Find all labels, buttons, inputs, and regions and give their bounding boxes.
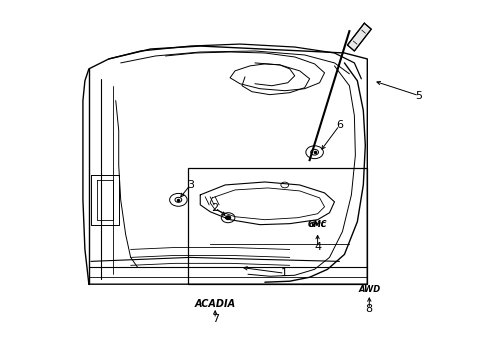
Text: ACADIA: ACADIA (194, 299, 235, 309)
Text: GMC: GMC (308, 222, 326, 228)
Circle shape (225, 216, 230, 220)
Text: 7: 7 (211, 314, 218, 324)
Text: AWD: AWD (357, 285, 380, 294)
Text: 1: 1 (281, 268, 288, 278)
Text: 4: 4 (313, 243, 321, 252)
Text: 8: 8 (365, 304, 372, 314)
Text: 6: 6 (335, 121, 342, 130)
Bar (188, 168, 366, 284)
Text: GMC: GMC (307, 220, 326, 229)
Text: 5: 5 (415, 91, 422, 101)
Text: 3: 3 (186, 180, 193, 190)
Text: 2: 2 (211, 203, 218, 213)
Polygon shape (346, 23, 370, 51)
